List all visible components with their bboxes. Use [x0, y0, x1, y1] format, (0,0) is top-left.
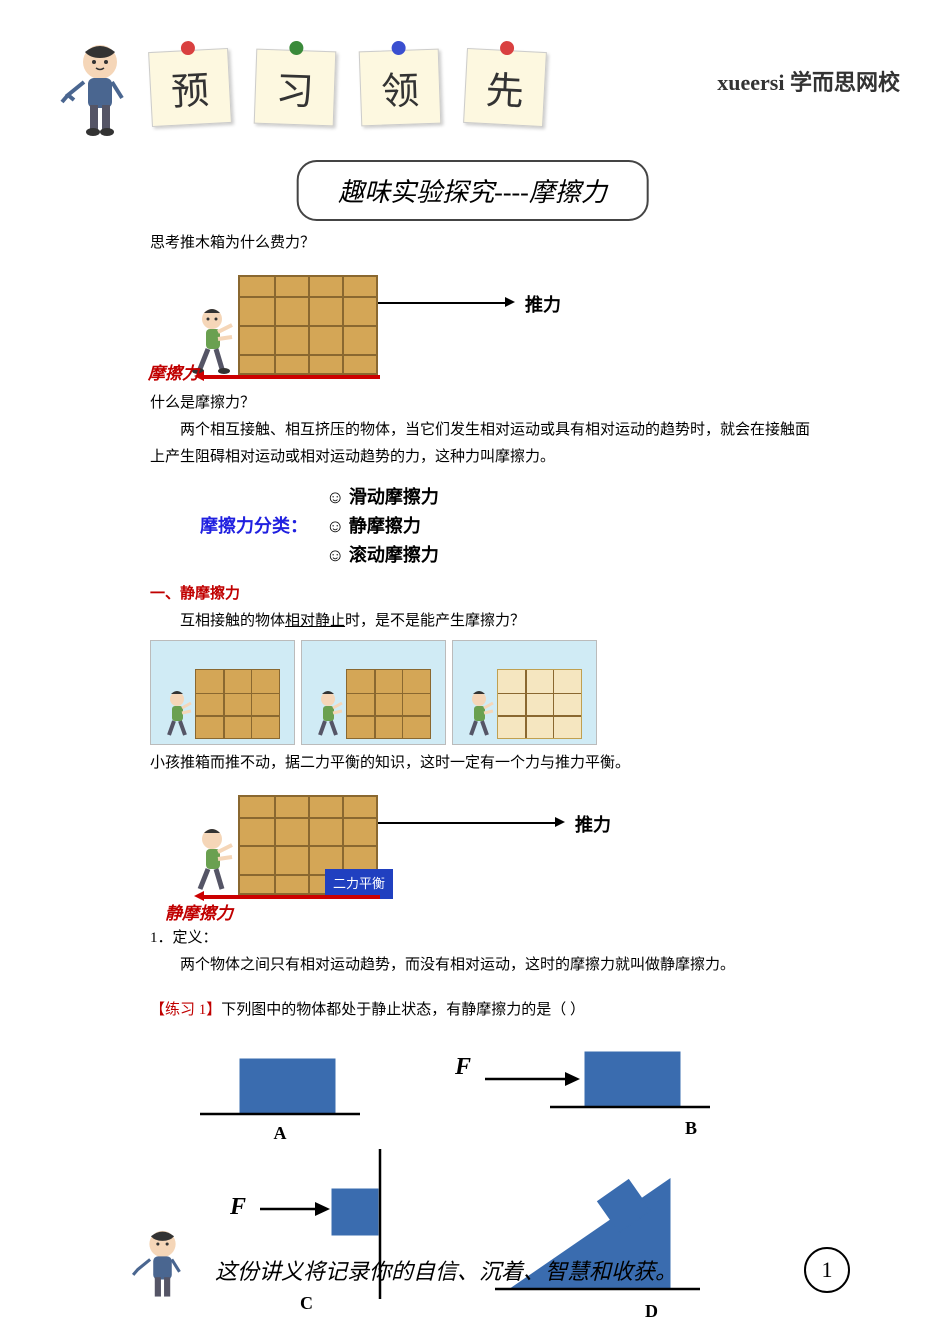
svg-text:B: B [685, 1118, 697, 1138]
person-pushing-icon [190, 827, 240, 897]
section-heading: 一、静摩擦力 [150, 581, 800, 608]
brand: xueersi 学而思网校 [717, 65, 900, 97]
main-content: 思考推木箱为什么费力？ 推力 摩擦力 什么是摩擦力？ 两个相互接触、相互挤压的物… [150, 230, 800, 1344]
banner-card: 领 [359, 49, 442, 127]
banner-char: 预 [170, 59, 211, 116]
brand-en: xueersi [717, 70, 784, 95]
panel [301, 640, 446, 745]
mascot-icon [60, 40, 140, 150]
classification-row: 摩擦力分类： ☺ 滑动摩擦力 ☺ 静摩擦力 ☺ 滚动摩擦力 [200, 483, 800, 569]
exercise-prefix: 【练习 1】 [150, 1002, 221, 1018]
classification-label: 摩擦力分类： [200, 510, 308, 542]
pin-icon [181, 41, 196, 56]
brand-zh: 学而思网校 [784, 70, 900, 95]
banner-card: 预 [148, 48, 232, 127]
two-force-badge: 二力平衡 [325, 869, 393, 898]
def1-heading: 1．定义： [150, 925, 800, 952]
svg-text:F: F [229, 1194, 246, 1220]
pin-icon [289, 41, 303, 55]
banner-char: 领 [380, 59, 420, 115]
diagram-b: F B [430, 1034, 720, 1154]
page-number: 1 [804, 1247, 850, 1293]
triptych [150, 640, 800, 745]
person-icon [165, 689, 195, 739]
push-label: 推力 [575, 809, 611, 841]
question-2: 什么是摩擦力？ [150, 390, 800, 417]
section1-question: 互相接触的物体相对静止时，是不是能产生摩擦力？ [150, 608, 800, 635]
definition-text: 两个相互接触、相互挤压的物体，当它们发生相对运动或具有相对运动的趋势时，就会在接… [150, 417, 820, 471]
section1-caption: 小孩推箱而推不动，据二力平衡的知识，这时一定有一个力与推力平衡。 [150, 750, 800, 777]
banner-card: 先 [463, 48, 547, 127]
push-label: 推力 [525, 289, 561, 321]
diagram-a: A [190, 1034, 370, 1154]
static-friction-label: 静摩擦力 [165, 899, 233, 930]
question-1: 思考推木箱为什么费力？ [150, 230, 800, 257]
banner-char: 先 [485, 59, 526, 116]
diagram-push-crate: 推力 摩擦力 [190, 267, 610, 382]
class-item: ☺ 滚动摩擦力 [326, 541, 439, 570]
footer: 这份讲义将记录你的自信、沉着、智慧和收获。 1 [130, 1227, 850, 1312]
class-item: ☺ 滑动摩擦力 [326, 483, 439, 512]
class-item: ☺ 静摩擦力 [326, 512, 439, 541]
panel [150, 640, 295, 745]
banner-cards: 预 习 领 先 [150, 50, 545, 125]
friction-label: 摩擦力 [148, 359, 199, 390]
pin-icon [391, 41, 405, 55]
mascot-icon [130, 1227, 195, 1312]
pin-icon [500, 41, 515, 56]
svg-text:A: A [274, 1123, 287, 1143]
footer-text: 这份讲义将记录你的自信、沉着、智慧和收获。 [215, 1254, 677, 1286]
person-icon [467, 689, 497, 739]
page-title: 趣味实验探究----摩擦力 [296, 160, 649, 221]
exercise-text: 下列图中的物体都处于静止状态，有静摩擦力的是（ ） [221, 1002, 585, 1018]
exercise-1: 【练习 1】下列图中的物体都处于静止状态，有静摩擦力的是（ ） [150, 997, 800, 1024]
panel [452, 640, 597, 745]
header: 预 习 领 先 xueersi 学而思网校 [60, 40, 900, 135]
def1-text: 两个物体之间只有相对运动趋势，而没有相对运动，这时的摩擦力就叫做静摩擦力。 [150, 952, 800, 979]
banner-card: 习 [254, 49, 337, 127]
diagram-static-friction: 推力 二力平衡 静摩擦力 [190, 787, 650, 907]
svg-text:F: F [454, 1054, 471, 1080]
person-icon [316, 689, 346, 739]
banner-char: 习 [275, 59, 315, 115]
